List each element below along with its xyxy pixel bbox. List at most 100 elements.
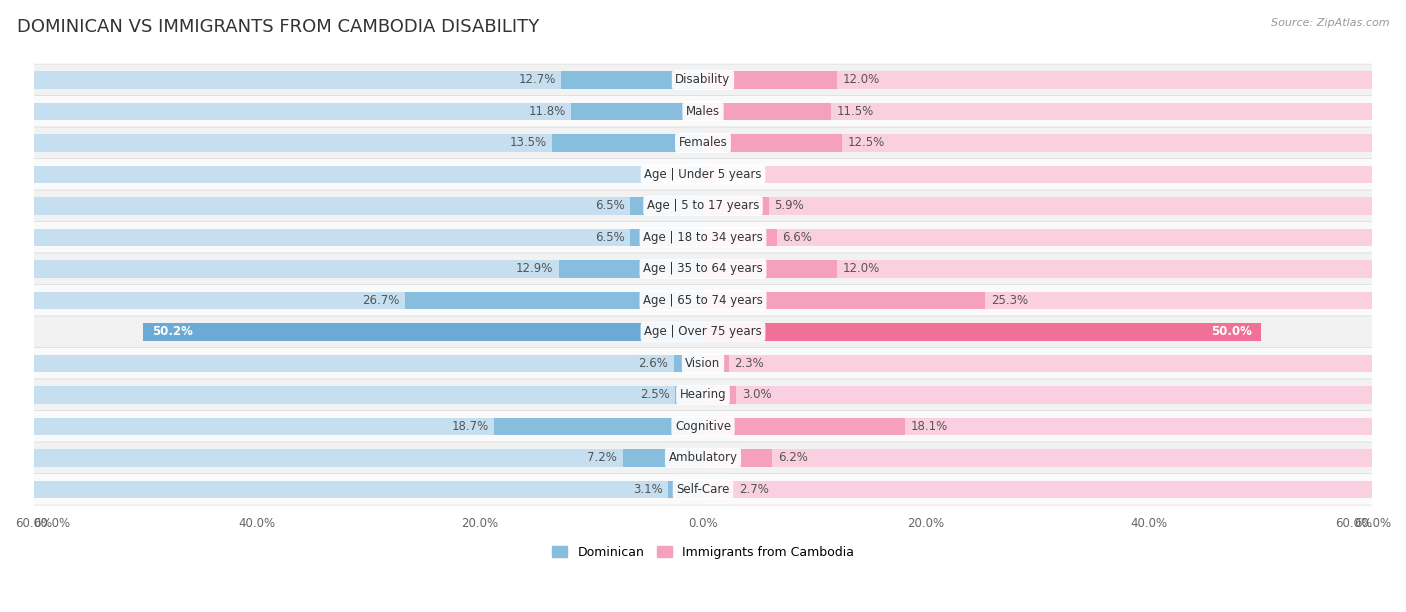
Bar <box>668 480 703 498</box>
Bar <box>703 166 1372 183</box>
Bar <box>703 71 1372 89</box>
Bar <box>703 480 733 498</box>
Bar <box>34 229 703 246</box>
FancyBboxPatch shape <box>34 411 1372 442</box>
Bar <box>34 417 703 435</box>
Bar <box>703 197 769 215</box>
Text: Males: Males <box>686 105 720 118</box>
Bar <box>675 386 703 403</box>
Bar <box>34 71 703 89</box>
Text: 2.6%: 2.6% <box>638 357 668 370</box>
Text: Ambulatory: Ambulatory <box>668 451 738 465</box>
Legend: Dominican, Immigrants from Cambodia: Dominican, Immigrants from Cambodia <box>547 541 859 564</box>
Bar <box>561 71 703 89</box>
Bar <box>405 292 703 309</box>
Bar <box>703 292 1372 309</box>
FancyBboxPatch shape <box>34 348 1372 379</box>
FancyBboxPatch shape <box>34 253 1372 285</box>
Bar <box>560 260 703 277</box>
Text: 25.3%: 25.3% <box>991 294 1028 307</box>
Text: 3.1%: 3.1% <box>633 483 662 496</box>
Text: Disability: Disability <box>675 73 731 86</box>
Text: 13.5%: 13.5% <box>509 136 547 149</box>
Bar <box>703 449 1372 466</box>
FancyBboxPatch shape <box>34 285 1372 316</box>
Bar <box>703 134 842 152</box>
Text: Cognitive: Cognitive <box>675 420 731 433</box>
Text: 5.9%: 5.9% <box>775 200 804 212</box>
FancyBboxPatch shape <box>34 159 1372 190</box>
Text: 2.7%: 2.7% <box>738 483 769 496</box>
Bar <box>703 260 837 277</box>
Text: 50.2%: 50.2% <box>152 326 193 338</box>
FancyBboxPatch shape <box>34 379 1372 411</box>
Bar <box>703 417 905 435</box>
Bar <box>571 103 703 120</box>
Bar <box>34 103 703 120</box>
Bar <box>495 417 703 435</box>
Bar <box>34 480 703 498</box>
FancyBboxPatch shape <box>34 95 1372 127</box>
Bar <box>34 260 703 277</box>
Text: Age | 18 to 34 years: Age | 18 to 34 years <box>643 231 763 244</box>
Text: 26.7%: 26.7% <box>363 294 399 307</box>
Bar <box>703 355 1372 372</box>
Bar <box>34 166 703 183</box>
Bar <box>703 197 1372 215</box>
Text: 12.9%: 12.9% <box>516 263 554 275</box>
Text: 6.2%: 6.2% <box>778 451 807 465</box>
Bar <box>630 197 703 215</box>
Text: 50.0%: 50.0% <box>1211 326 1251 338</box>
Bar <box>34 386 703 403</box>
FancyBboxPatch shape <box>34 222 1372 253</box>
Text: 1.2%: 1.2% <box>721 168 752 181</box>
FancyBboxPatch shape <box>34 474 1372 505</box>
Bar <box>630 229 703 246</box>
Bar <box>623 449 703 466</box>
Bar <box>703 103 1372 120</box>
Text: 3.0%: 3.0% <box>742 389 772 401</box>
Text: Hearing: Hearing <box>679 389 727 401</box>
FancyBboxPatch shape <box>34 190 1372 222</box>
Bar <box>143 323 703 340</box>
Bar <box>34 197 703 215</box>
Text: Age | Over 75 years: Age | Over 75 years <box>644 326 762 338</box>
Bar <box>553 134 703 152</box>
Text: 2.3%: 2.3% <box>734 357 763 370</box>
Text: 18.1%: 18.1% <box>911 420 948 433</box>
Text: Age | 5 to 17 years: Age | 5 to 17 years <box>647 200 759 212</box>
Bar <box>34 449 703 466</box>
FancyBboxPatch shape <box>34 64 1372 95</box>
Text: 6.6%: 6.6% <box>782 231 813 244</box>
Text: Age | 65 to 74 years: Age | 65 to 74 years <box>643 294 763 307</box>
Bar <box>703 229 776 246</box>
Bar <box>703 480 1372 498</box>
Text: 18.7%: 18.7% <box>451 420 489 433</box>
Text: 12.7%: 12.7% <box>519 73 555 86</box>
Bar <box>690 166 703 183</box>
Text: Source: ZipAtlas.com: Source: ZipAtlas.com <box>1271 18 1389 28</box>
Text: Age | Under 5 years: Age | Under 5 years <box>644 168 762 181</box>
Text: DOMINICAN VS IMMIGRANTS FROM CAMBODIA DISABILITY: DOMINICAN VS IMMIGRANTS FROM CAMBODIA DI… <box>17 18 538 36</box>
Bar <box>703 103 831 120</box>
Text: Females: Females <box>679 136 727 149</box>
Bar <box>703 417 1372 435</box>
Text: 7.2%: 7.2% <box>588 451 617 465</box>
Bar <box>703 323 1261 340</box>
Text: 6.5%: 6.5% <box>595 231 624 244</box>
Bar <box>34 292 703 309</box>
Text: 60.0%: 60.0% <box>1336 517 1372 530</box>
Text: 1.1%: 1.1% <box>655 168 685 181</box>
Text: 12.0%: 12.0% <box>842 73 880 86</box>
Text: 11.5%: 11.5% <box>837 105 875 118</box>
Bar <box>703 260 1372 277</box>
Text: 12.5%: 12.5% <box>848 136 886 149</box>
Text: 6.5%: 6.5% <box>595 200 624 212</box>
Text: Age | 35 to 64 years: Age | 35 to 64 years <box>643 263 763 275</box>
Bar <box>703 355 728 372</box>
Bar <box>703 229 1372 246</box>
FancyBboxPatch shape <box>34 127 1372 159</box>
Text: 11.8%: 11.8% <box>529 105 565 118</box>
Text: 12.0%: 12.0% <box>842 263 880 275</box>
Bar <box>703 449 772 466</box>
